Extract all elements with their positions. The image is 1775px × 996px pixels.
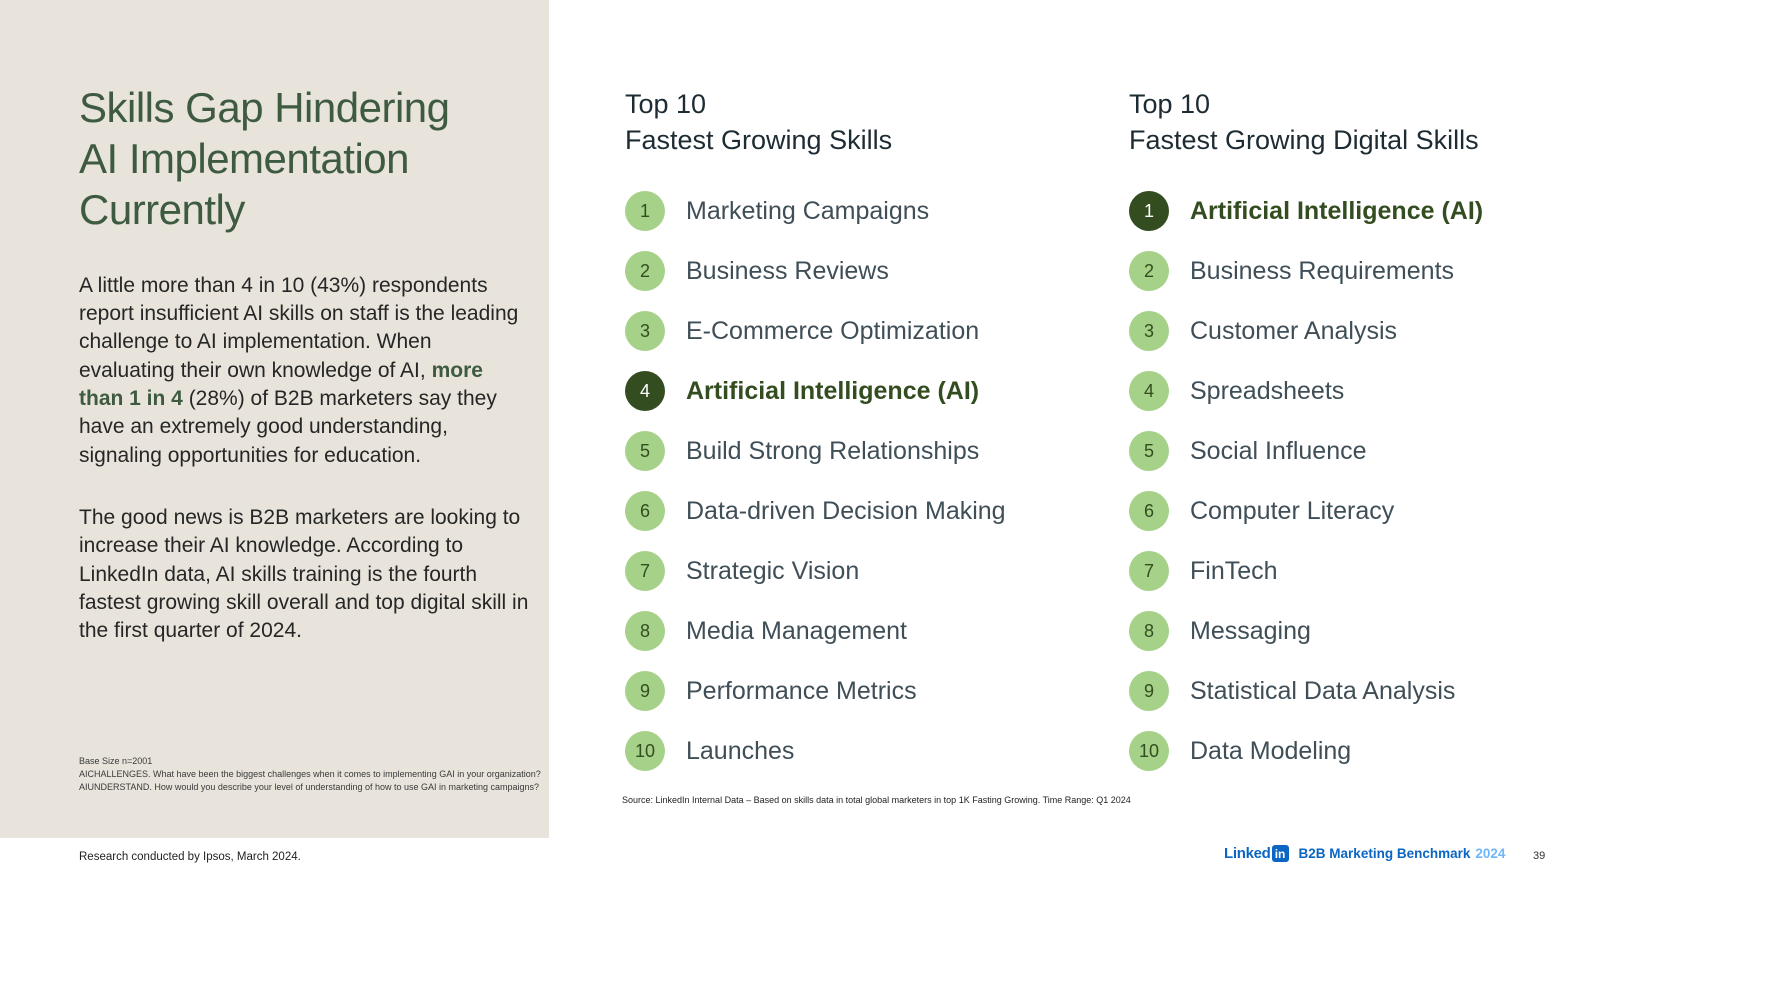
skill-label: Artificial Intelligence (AI) xyxy=(1190,196,1484,225)
skill-item: 9 Performance Metrics xyxy=(625,661,1006,721)
rank-badge: 4 xyxy=(1129,371,1169,411)
list-title: Top 10 Fastest Growing Digital Skills xyxy=(1129,86,1483,158)
skill-items: 1 Marketing Campaigns 2 Business Reviews 3 E-… xyxy=(625,181,1006,781)
skill-label: FinTech xyxy=(1190,556,1278,585)
skill-label: Customer Analysis xyxy=(1190,316,1398,345)
skill-item: 8 Media Management xyxy=(625,601,1006,661)
body-paragraph-2: The good news is B2B marketers are looki… xyxy=(79,506,529,643)
skill-label: Computer Literacy xyxy=(1190,496,1395,525)
highlight-stat: more than 1 in 4 xyxy=(79,358,483,411)
skill-item: 7 Strategic Vision xyxy=(625,541,1006,601)
skill-label: Messaging xyxy=(1190,616,1311,645)
skill-label: Data-driven Decision Making xyxy=(686,496,1006,525)
skill-label: Strategic Vision xyxy=(686,556,860,585)
footnotes: Base Size n=2001 AICHALLENGES. What have… xyxy=(79,755,541,794)
rank-badge: 10 xyxy=(1129,731,1169,771)
skill-label: Artificial Intelligence (AI) xyxy=(686,376,980,405)
rank-badge: 9 xyxy=(625,671,665,711)
skill-item: 6 Data-driven Decision Making xyxy=(625,481,1006,541)
skill-item: 1 Artificial Intelligence (AI) xyxy=(1129,181,1483,241)
rank-badge: 2 xyxy=(625,251,665,291)
paragraph-1-text-after: (28%) of B2B marketers say they have an … xyxy=(79,387,497,467)
skill-label: Business Requirements xyxy=(1190,256,1455,285)
skill-label: Data Modeling xyxy=(1190,736,1352,765)
skill-label: Build Strong Relationships xyxy=(686,436,980,465)
rank-badge: 3 xyxy=(1129,311,1169,351)
rank-badge: 7 xyxy=(1129,551,1169,591)
skill-item: 1 Marketing Campaigns xyxy=(625,181,1006,241)
linkedin-icon: in xyxy=(1271,845,1289,862)
list-title-line-1: Top 10 xyxy=(1129,89,1211,119)
linkedin-wordmark: Linked xyxy=(1224,845,1271,862)
list-title-line-2: Fastest Growing Skills xyxy=(625,125,893,155)
skill-item: 4 Spreadsheets xyxy=(1129,361,1483,421)
report-year: 2024 xyxy=(1475,846,1506,861)
skill-item: 6 Computer Literacy xyxy=(1129,481,1483,541)
skill-item: 5 Social Influence xyxy=(1129,421,1483,481)
summary-panel: Skills Gap Hindering AI Implementation C… xyxy=(0,0,549,838)
rank-badge: 8 xyxy=(625,611,665,651)
page-title-line-2: AI Implementation xyxy=(79,135,410,183)
rank-badge: 5 xyxy=(625,431,665,471)
body-paragraph-1: A little more than 4 in 10 (43%) respond… xyxy=(79,272,531,470)
skill-item: 2 Business Reviews xyxy=(625,241,1006,301)
footnote-line-1: Base Size n=2001 xyxy=(79,756,153,766)
rank-badge: 9 xyxy=(1129,671,1169,711)
skill-item: 7 FinTech xyxy=(1129,541,1483,601)
report-title: B2B Marketing Benchmark xyxy=(1298,846,1471,861)
research-credit: Research conducted by Ipsos, March 2024. xyxy=(79,851,301,863)
skill-items: 1 Artificial Intelligence (AI) 2 Business R… xyxy=(1129,181,1483,781)
skill-item: 4 Artificial Intelligence (AI) xyxy=(625,361,1006,421)
skills-list-fastest-growing: Top 10 Fastest Growing Skills 1 Marketing… xyxy=(625,86,1006,781)
skill-item: 10 Data Modeling xyxy=(1129,721,1483,781)
skill-item: 9 Statistical Data Analysis xyxy=(1129,661,1483,721)
rank-badge: 3 xyxy=(625,311,665,351)
rank-badge: 6 xyxy=(625,491,665,531)
page-title-line-3: Currently xyxy=(79,186,245,234)
skill-item: 10 Launches xyxy=(625,721,1006,781)
skill-label: Performance Metrics xyxy=(686,676,917,705)
skill-label: Statistical Data Analysis xyxy=(1190,676,1456,705)
skill-label: Business Reviews xyxy=(686,256,889,285)
rank-badge: 7 xyxy=(625,551,665,591)
rank-badge: 8 xyxy=(1129,611,1169,651)
list-title-line-1: Top 10 xyxy=(625,89,707,119)
rank-badge: 10 xyxy=(625,731,665,771)
skill-item: 8 Messaging xyxy=(1129,601,1483,661)
skill-item: 2 Business Requirements xyxy=(1129,241,1483,301)
page-title-line-1: Skills Gap Hindering xyxy=(79,84,450,131)
source-note: Source: LinkedIn Internal Data – Based o… xyxy=(622,795,1131,805)
skill-item: 3 Customer Analysis xyxy=(1129,301,1483,361)
page-title: Skills Gap Hindering AI Implementation C… xyxy=(79,82,499,236)
skill-label: E-Commerce Optimization xyxy=(686,316,980,345)
footnote-line-3: AIUNDERSTAND. How would you describe you… xyxy=(79,782,540,792)
skill-item: 3 E-Commerce Optimization xyxy=(625,301,1006,361)
skill-label: Launches xyxy=(686,736,795,765)
rank-badge: 5 xyxy=(1129,431,1169,471)
list-title: Top 10 Fastest Growing Skills xyxy=(625,86,1006,158)
skill-label: Marketing Campaigns xyxy=(686,196,930,225)
page-number: 39 xyxy=(1533,850,1546,862)
rank-badge: 1 xyxy=(625,191,665,231)
rank-badge: 2 xyxy=(1129,251,1169,291)
paragraph-1-text: A little more than 4 in 10 (43%) respond… xyxy=(79,273,519,382)
footnote-line-2: AICHALLENGES. What have been the biggest… xyxy=(79,769,541,779)
skill-item: 5 Build Strong Relationships xyxy=(625,421,1006,481)
rank-badge: 6 xyxy=(1129,491,1169,531)
rank-badge: 4 xyxy=(625,371,665,411)
rank-badge: 1 xyxy=(1129,191,1169,231)
skill-label: Media Management xyxy=(686,616,907,645)
skill-label: Social Influence xyxy=(1190,436,1367,465)
list-title-line-2: Fastest Growing Digital Skills xyxy=(1129,125,1479,155)
footer-brand: Linked in B2B Marketing Benchmark 2024 xyxy=(1224,845,1505,862)
skill-label: Spreadsheets xyxy=(1190,376,1345,405)
